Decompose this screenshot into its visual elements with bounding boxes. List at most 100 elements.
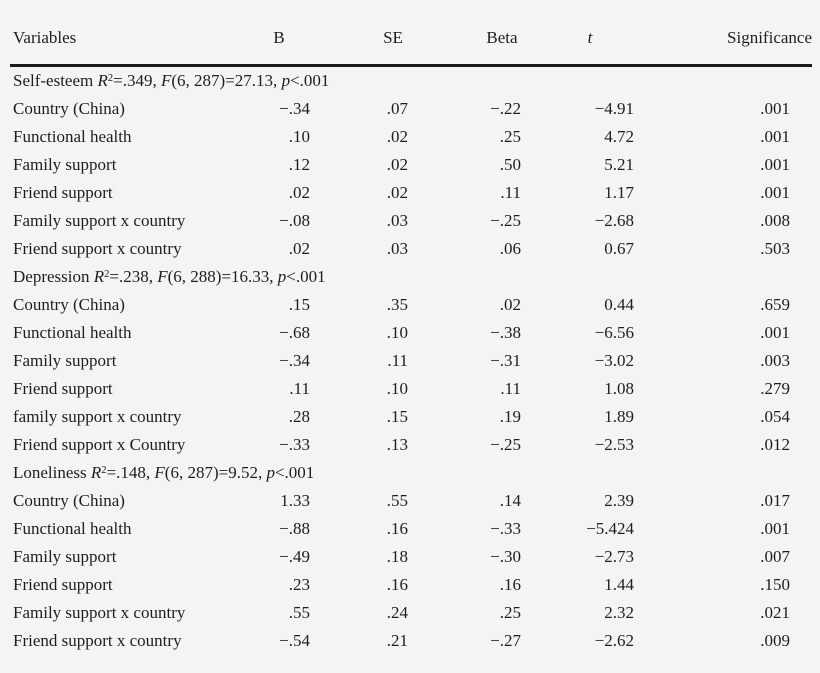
cell-variable: Friend support xyxy=(13,575,113,594)
cell-variable: Country (China) xyxy=(13,99,125,118)
section-title-segment: <.001 xyxy=(290,71,330,90)
cell-significance: .659 xyxy=(760,295,790,314)
cell-t: −5.424 xyxy=(586,519,634,538)
cell-variable: Country (China) xyxy=(13,295,125,314)
cell-se: .55 xyxy=(386,491,408,510)
col-header-beta: Beta xyxy=(464,22,540,67)
section-title-segment: F xyxy=(161,71,172,90)
table-row: Family support −.49 .18 −.30 −2.73 .007 xyxy=(10,543,812,571)
col-header-se: SE xyxy=(322,22,464,67)
cell-beta: .02 xyxy=(499,295,521,314)
cell-variable: Functional health xyxy=(13,127,132,146)
section-title-segment: R xyxy=(90,463,102,482)
section-title-segment: p xyxy=(281,71,291,90)
section-title-segment: (6, 287)=9.52, xyxy=(164,463,267,482)
table-row: Family support −.34 .11 −.31 −3.02 .003 xyxy=(10,347,812,375)
cell-significance: .012 xyxy=(760,435,790,454)
cell-beta: .11 xyxy=(500,379,521,398)
cell-t: 4.72 xyxy=(604,127,634,146)
section-title-segment: Loneliness xyxy=(13,463,91,482)
section-title-segment: p xyxy=(277,267,287,286)
cell-significance: .021 xyxy=(760,603,790,622)
cell-b: .28 xyxy=(288,407,310,426)
cell-significance: .001 xyxy=(760,519,790,538)
cell-se: .21 xyxy=(386,631,408,650)
cell-b: −.34 xyxy=(279,99,310,118)
cell-beta: −.38 xyxy=(490,323,521,342)
table-row: Family support x country −.08 .03 −.25 −2.68… xyxy=(10,207,812,235)
cell-beta: −.25 xyxy=(490,211,521,230)
section-title-segment: R xyxy=(93,267,105,286)
section-title-segment: (6, 288)=16.33, xyxy=(167,267,278,286)
cell-variable: Friend support xyxy=(13,379,113,398)
cell-t: 1.17 xyxy=(604,183,634,202)
cell-se: .02 xyxy=(386,183,408,202)
cell-b: .11 xyxy=(289,379,310,398)
section-title-segment: =.349, xyxy=(113,71,161,90)
cell-t: 0.44 xyxy=(604,295,634,314)
cell-beta: −.31 xyxy=(490,351,521,370)
table-row: Family support x country .55 .24 .25 2.32 .02… xyxy=(10,599,812,627)
cell-se: .02 xyxy=(386,127,408,146)
cell-significance: .008 xyxy=(760,211,790,230)
cell-variable: Functional health xyxy=(13,519,132,538)
section-title: Self-esteem R2=.349, F(6, 287)=27.13, p<… xyxy=(10,66,812,96)
cell-significance: .003 xyxy=(760,351,790,370)
table-row: Friend support x country .02 .03 .06 0.67 .50… xyxy=(10,235,812,263)
table-row: Functional health .10 .02 .25 4.72 .001 xyxy=(10,123,812,151)
cell-t: −2.73 xyxy=(594,547,634,566)
table-row: Friend support x country −.54 .21 −.27 −2.62… xyxy=(10,627,812,655)
cell-beta: .19 xyxy=(499,407,521,426)
section-title-segment: F xyxy=(154,463,165,482)
cell-se: .10 xyxy=(386,379,408,398)
section-title-segment: <.001 xyxy=(274,463,315,482)
section-title-segment: Depression xyxy=(13,267,94,286)
section-title-segment: 2 xyxy=(107,72,114,84)
cell-b: .10 xyxy=(288,127,310,146)
cell-t: 2.32 xyxy=(604,603,634,622)
section-title: Loneliness R2=.148, F(6, 287)=9.52, p<.0… xyxy=(10,459,812,487)
cell-b: −.08 xyxy=(279,211,310,230)
section-title-segment: <.001 xyxy=(286,267,326,286)
cell-variable: Family support xyxy=(13,155,117,174)
cell-b: .15 xyxy=(288,295,310,314)
cell-significance: .279 xyxy=(760,379,790,398)
cell-se: .03 xyxy=(386,211,408,230)
cell-significance: .150 xyxy=(760,575,790,594)
table-row: Country (China) 1.33 .55 .14 2.39 .017 xyxy=(10,487,812,515)
regression-results-table: Variables B SE Beta t Significance Self-… xyxy=(10,22,812,655)
cell-t: 1.08 xyxy=(604,379,634,398)
cell-b: −.49 xyxy=(279,547,310,566)
cell-variable: Friend support x Country xyxy=(13,435,186,454)
section-title-segment: F xyxy=(157,267,168,286)
section-title-segment: =.148, xyxy=(106,463,155,482)
cell-variable: Friend support xyxy=(13,183,113,202)
section-title-segment: 2 xyxy=(101,464,107,476)
table-row: family support x country .28 .15 .19 1.89 .05… xyxy=(10,403,812,431)
col-header-t: t xyxy=(540,22,640,67)
cell-beta: −.33 xyxy=(490,519,521,538)
cell-t: −6.56 xyxy=(594,323,634,342)
section-header-row: Loneliness R2=.148, F(6, 287)=9.52, p<.0… xyxy=(10,459,812,487)
cell-beta: .50 xyxy=(499,155,521,174)
cell-significance: .001 xyxy=(760,99,790,118)
cell-beta: .06 xyxy=(499,239,521,258)
cell-t: −2.53 xyxy=(594,435,634,454)
cell-beta: −.25 xyxy=(490,435,521,454)
table-row: Family support .12 .02 .50 5.21 .001 xyxy=(10,151,812,179)
cell-b: .12 xyxy=(288,155,310,174)
cell-variable: Country (China) xyxy=(13,491,125,510)
cell-b: −.88 xyxy=(279,519,310,538)
cell-t: 1.44 xyxy=(604,575,634,594)
cell-se: .15 xyxy=(386,407,408,426)
table-row: Friend support .11 .10 .11 1.08 .279 xyxy=(10,375,812,403)
cell-se: .03 xyxy=(386,239,408,258)
cell-t: −3.02 xyxy=(594,351,634,370)
cell-significance: .001 xyxy=(760,183,790,202)
cell-beta: −.22 xyxy=(490,99,521,118)
cell-beta: −.30 xyxy=(490,547,521,566)
section-title-segment: R xyxy=(97,71,108,90)
cell-beta: .25 xyxy=(499,603,521,622)
cell-significance: .001 xyxy=(760,155,790,174)
